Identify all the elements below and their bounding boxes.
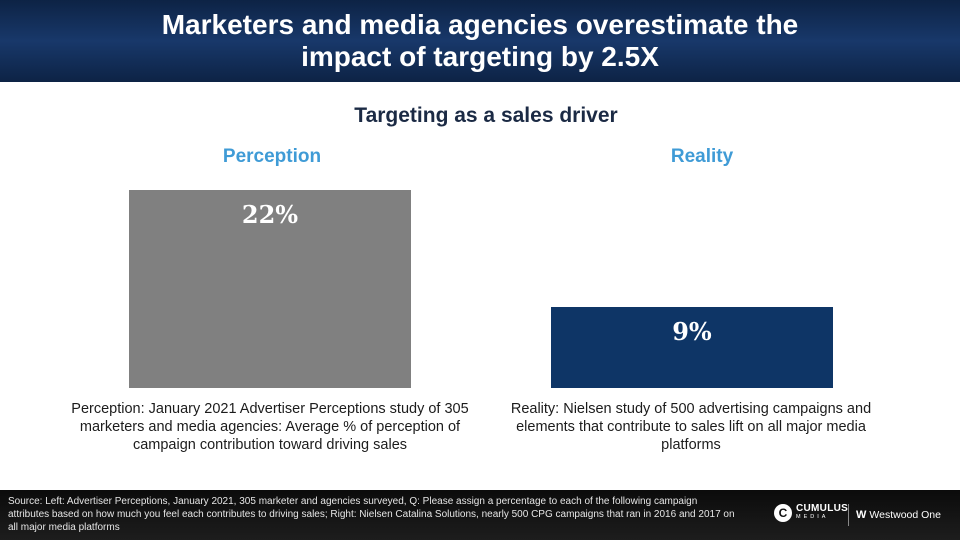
westwood-logo-name: Westwood One (869, 509, 941, 521)
reality-note: Reality: Nielsen study of 500 advertisin… (510, 401, 872, 453)
bar-perception (129, 190, 411, 388)
cumulus-media-logo: C CUMULUS MEDIA (774, 504, 848, 522)
perception-note: Perception: January 2021 Advertiser Perc… (71, 401, 469, 453)
perception-heading: Perception (222, 146, 322, 167)
logo-divider (848, 504, 849, 526)
footer-bar: Source: Left: Advertiser Perceptions, Ja… (0, 490, 960, 540)
westwood-one-logo: W Westwood One (856, 509, 941, 521)
slide-title-line-2: impact of targeting by 2.5X (301, 41, 659, 72)
westwood-logo-icon: W (856, 509, 867, 521)
data-label-perception: 22% (242, 200, 298, 229)
chart-title: Targeting as a sales driver (354, 104, 618, 127)
cumulus-logo-name: CUMULUS (796, 503, 849, 514)
source-text: Source: Left: Advertiser Perceptions, Ja… (8, 496, 735, 533)
title-banner: Marketers and media agencies overestimat… (0, 0, 960, 82)
cumulus-logo-sub: MEDIA (796, 514, 829, 520)
bar-reality (551, 307, 833, 388)
data-label-reality: 9% (672, 317, 712, 346)
reality-heading: Reality (670, 146, 734, 167)
slide-title-line-1: Marketers and media agencies overestimat… (161, 9, 799, 40)
cumulus-logo-icon: C (774, 504, 792, 522)
